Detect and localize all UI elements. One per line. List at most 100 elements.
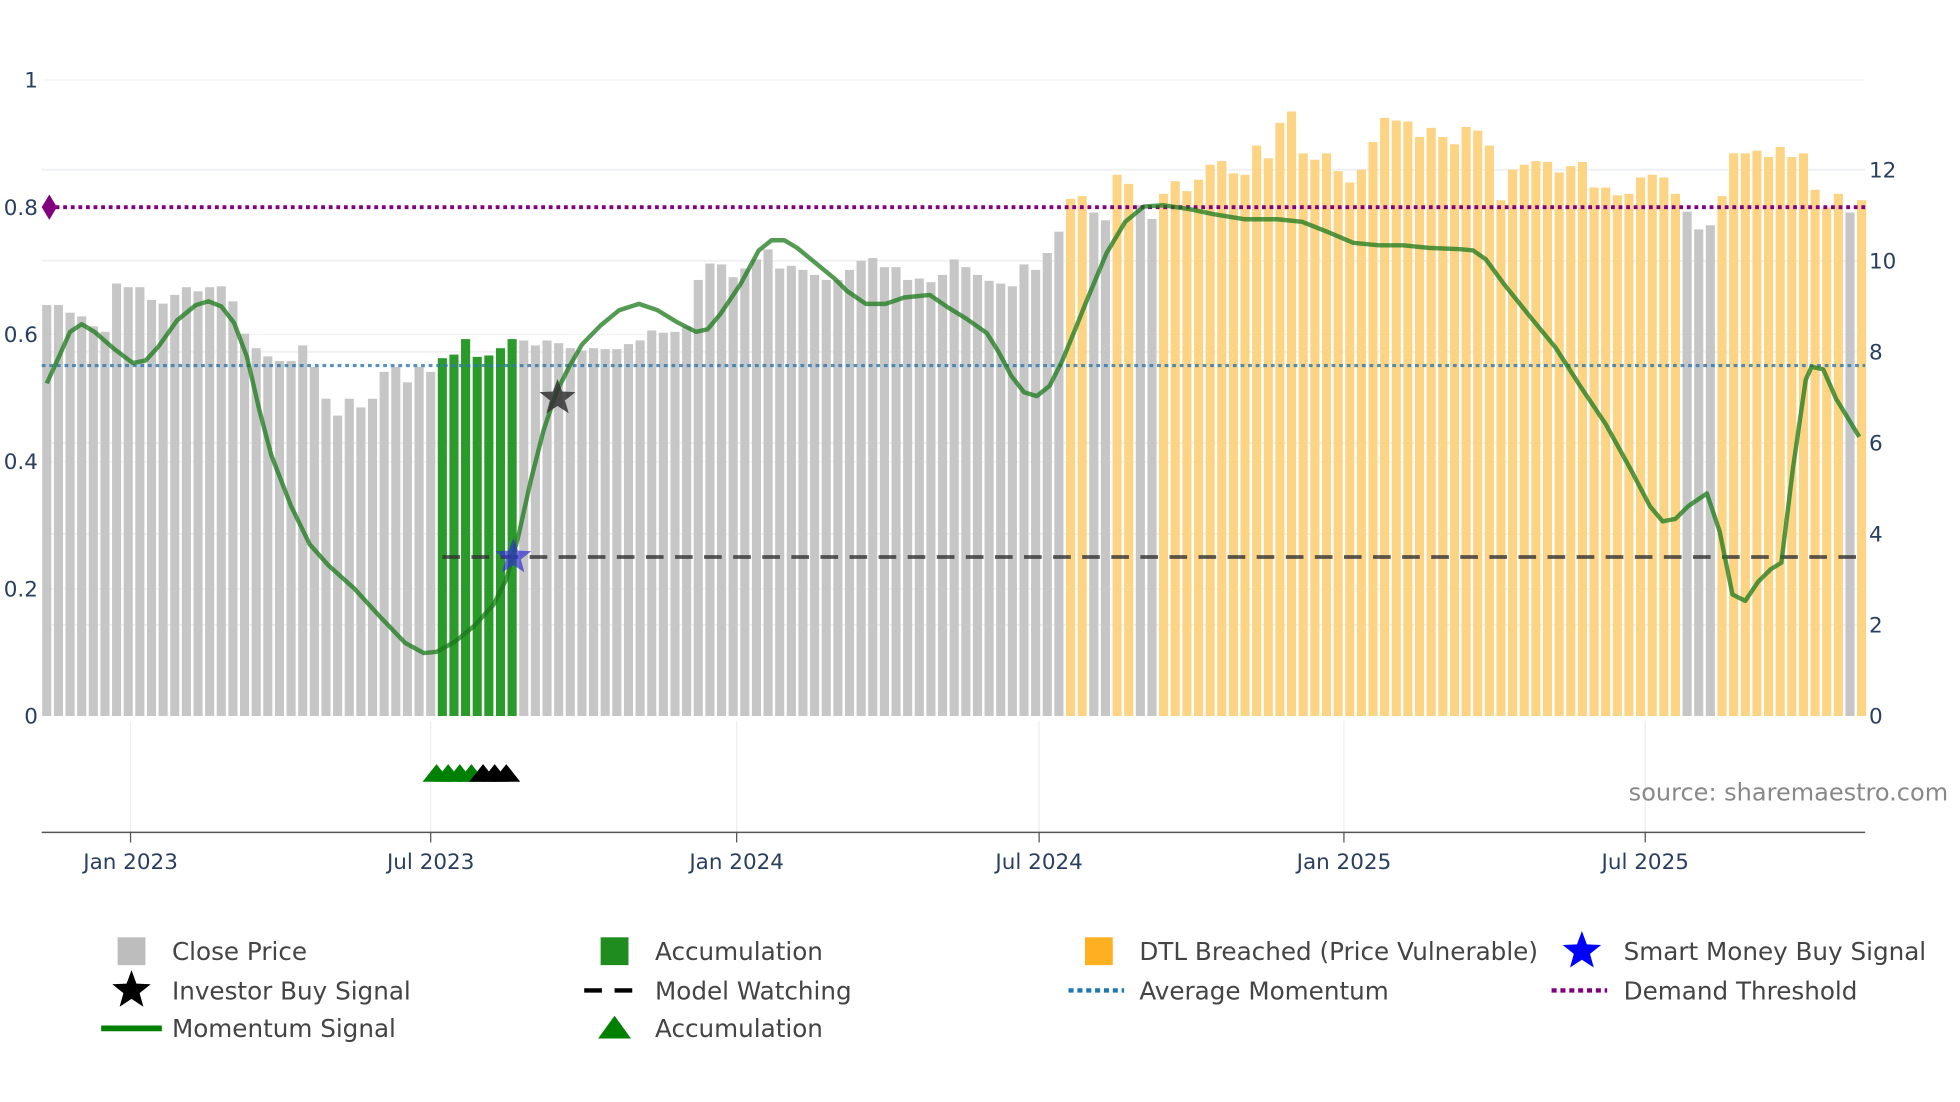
left-tick-label: 1	[24, 69, 38, 94]
bar-dtl	[1659, 177, 1669, 717]
bar-dtl	[1426, 127, 1436, 717]
bar-close	[1845, 212, 1855, 717]
legend-label: Momentum Signal	[172, 1014, 396, 1043]
legend-item: Close Price	[117, 937, 307, 966]
investor-buy-star	[539, 379, 576, 414]
bar-close	[135, 287, 145, 717]
bar-close	[274, 360, 285, 717]
bar-close	[181, 287, 191, 717]
bar-close	[786, 265, 796, 717]
bar-dtl	[1670, 193, 1681, 717]
bar-dtl	[1473, 130, 1483, 717]
bar-dtl	[1566, 166, 1576, 717]
bar-close	[914, 278, 924, 717]
bar-close	[1007, 286, 1017, 717]
legend-label: Close Price	[172, 937, 307, 966]
bar-close	[844, 269, 855, 717]
legend-square-icon	[600, 937, 629, 966]
bar-close	[577, 350, 587, 717]
bar-close	[42, 304, 52, 717]
bar-dtl	[1601, 187, 1611, 717]
bar-close	[519, 340, 529, 717]
right-tick-label: 10	[1869, 249, 1896, 274]
bar-close	[763, 249, 773, 717]
bar-dtl	[1368, 141, 1378, 717]
bar-dtl	[1589, 187, 1599, 717]
bar-close	[193, 291, 203, 717]
bar-dtl	[1729, 153, 1739, 717]
legend-label: Model Watching	[655, 976, 852, 1005]
bar-dtl	[1624, 193, 1634, 717]
bar-close	[647, 330, 657, 717]
bar-close	[821, 279, 831, 717]
bar-close	[716, 264, 727, 717]
bar-close	[1089, 212, 1099, 717]
bar-close	[321, 398, 331, 717]
legend-label: Smart Money Buy Signal	[1624, 937, 1927, 966]
bar-close	[926, 282, 936, 717]
bar-close	[589, 348, 599, 717]
bar-close	[810, 274, 820, 717]
bar-dtl	[1391, 120, 1401, 717]
bar-close	[309, 366, 319, 717]
left-tick-label: 0.8	[4, 196, 38, 221]
x-tick-label: Jan 2024	[687, 850, 784, 875]
bar-close	[798, 269, 808, 717]
momentum-line	[44, 203, 1862, 656]
x-tick-label: Jul 2023	[385, 850, 474, 875]
left-tick-label: 0.4	[4, 450, 38, 475]
bar-close	[856, 260, 866, 717]
bar-close	[414, 366, 424, 717]
bar-dtl	[1182, 191, 1192, 717]
bar-close	[879, 267, 889, 717]
bar-close	[1019, 264, 1029, 717]
legend-item: Demand Threshold	[1551, 976, 1857, 1005]
bar-dtl	[1833, 193, 1843, 717]
legend-item: Smart Money Buy Signal	[1562, 930, 1927, 968]
bar-dtl	[1647, 174, 1657, 717]
bar-dtl	[1263, 158, 1273, 717]
bar-close	[356, 407, 366, 717]
bar-dtl	[1449, 144, 1459, 717]
legend-item: DTL Breached (Price Vulnerable)	[1084, 937, 1538, 966]
bar-dtl	[1193, 179, 1204, 717]
bar-close	[961, 267, 971, 717]
bar-close	[1705, 225, 1715, 717]
bar-accumulation	[449, 354, 459, 717]
bar-close	[1031, 269, 1041, 717]
bar-close	[1147, 218, 1157, 717]
bar-close	[938, 274, 948, 717]
right-tick-label: 0	[1869, 705, 1883, 730]
bar-close	[391, 366, 401, 717]
left-tick-label: 0.2	[4, 577, 38, 602]
bar-close	[682, 326, 692, 717]
left-tick-label: 0	[24, 705, 38, 730]
bar-close	[205, 287, 215, 717]
bar-accumulation	[495, 348, 506, 717]
left-tick-label: 0.6	[4, 323, 38, 348]
bar-close	[833, 279, 843, 717]
bar-dtl	[1228, 173, 1238, 717]
bar-close	[775, 268, 785, 717]
bar-close	[158, 303, 168, 717]
bar-dtl	[1124, 183, 1134, 717]
bar-dtl	[1240, 174, 1250, 717]
bar-dtl	[1321, 153, 1332, 717]
bar-close	[658, 332, 668, 717]
bar-close	[286, 360, 296, 717]
legend-item: Accumulation	[600, 937, 823, 966]
x-tick-label: Jul 2025	[1600, 850, 1689, 875]
bar-dtl	[1508, 169, 1518, 717]
bar-dtl	[1077, 196, 1087, 717]
bar-accumulation	[437, 358, 447, 717]
bar-close	[565, 348, 575, 717]
x-tick-label: Jan 2023	[81, 850, 178, 875]
legend-item: Momentum Signal	[101, 1014, 396, 1043]
bar-accumulation	[472, 356, 482, 717]
bar-close	[623, 344, 634, 717]
bar-close	[903, 279, 913, 717]
bar-close	[402, 382, 412, 717]
bar-accumulation	[507, 339, 517, 717]
bar-dtl	[1217, 161, 1227, 717]
bar-close	[612, 349, 622, 717]
